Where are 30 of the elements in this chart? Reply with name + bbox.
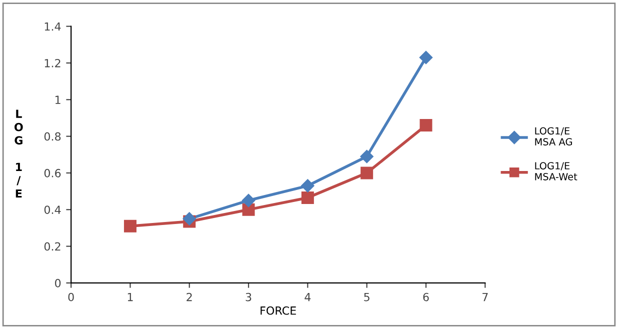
y-tick-label: 0 bbox=[55, 278, 61, 288]
y-tick-label: 1.2 bbox=[44, 58, 60, 68]
y-tick-label: 0.4 bbox=[44, 206, 61, 214]
point bbox=[419, 50, 433, 64]
x-tick-label: 0 bbox=[68, 292, 74, 302]
text: LOG 1/E bbox=[14, 110, 23, 198]
y-tick-label: 0.8 bbox=[44, 132, 61, 141]
point bbox=[301, 179, 314, 192]
point bbox=[420, 119, 432, 132]
point bbox=[242, 194, 256, 208]
point bbox=[124, 220, 136, 232]
x-tick-label: 4 bbox=[304, 293, 311, 302]
point bbox=[182, 212, 196, 226]
point bbox=[242, 203, 255, 216]
x-tick-label: 1 bbox=[128, 293, 133, 302]
point bbox=[360, 150, 374, 164]
y-tick-label: 0.2 bbox=[44, 242, 60, 251]
legend-label: LOG1/E MSA AG bbox=[535, 127, 572, 146]
legend-label: LOG1/E MSA-Wet bbox=[535, 162, 578, 180]
y-tick-label: 1.4 bbox=[44, 22, 61, 31]
x-tick-label: 6 bbox=[423, 292, 429, 302]
x-tick-label: 7 bbox=[482, 293, 488, 302]
x-tick-label: 2 bbox=[186, 292, 192, 302]
x-tick-label: 5 bbox=[364, 293, 370, 302]
y-tick-label: 1 bbox=[56, 96, 60, 104]
x-tick-label: 3 bbox=[246, 292, 252, 302]
y-tick-label: 0.6 bbox=[44, 168, 61, 178]
point bbox=[360, 166, 374, 180]
point bbox=[301, 191, 314, 204]
x-axis-title: FORCE bbox=[260, 306, 296, 315]
